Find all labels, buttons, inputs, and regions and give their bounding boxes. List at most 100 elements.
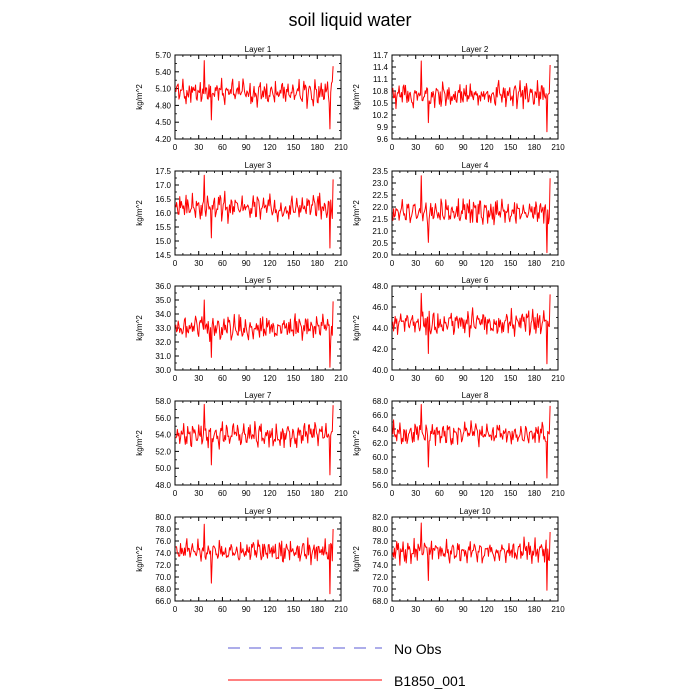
- x-tick-label: 90: [459, 374, 468, 383]
- y-tick-label: 66.0: [372, 411, 388, 420]
- x-tick-label: 30: [194, 143, 203, 152]
- y-tick-label: 11.7: [373, 51, 389, 60]
- x-tick-label: 210: [551, 143, 565, 152]
- y-axis-label: kg/m^2: [135, 430, 144, 456]
- x-tick-label: 0: [173, 605, 178, 614]
- panel-layer-9: Layer 9 0 30 60 90 120 150 180 210 66.0 68.0 70.0 72…: [135, 507, 348, 614]
- x-tick-label: 150: [287, 259, 301, 268]
- x-tick-label: 150: [504, 605, 518, 614]
- y-tick-label: 70.0: [372, 585, 388, 594]
- y-tick-label: 64.0: [372, 425, 388, 434]
- x-tick-label: 120: [263, 489, 277, 498]
- x-tick-label: 120: [263, 143, 277, 152]
- x-tick-label: 210: [334, 605, 348, 614]
- y-tick-label: 52.0: [155, 447, 171, 456]
- x-tick-label: 60: [218, 605, 227, 614]
- y-tick-label: 21.0: [372, 227, 388, 236]
- y-tick-label: 35.0: [155, 296, 171, 305]
- y-tick-label: 10.5: [372, 99, 388, 108]
- x-tick-label: 150: [504, 489, 518, 498]
- panel-layer-3: Layer 3 0 30 60 90 120 150 180 210 14.5 15.0 15.5 16…: [135, 161, 348, 268]
- y-axis-label: kg/m^2: [352, 200, 361, 226]
- x-tick-label: 30: [411, 374, 420, 383]
- x-tick-label: 30: [411, 259, 420, 268]
- x-tick-label: 120: [480, 143, 494, 152]
- y-tick-label: 48.0: [155, 481, 171, 490]
- y-axis-label: kg/m^2: [135, 546, 144, 572]
- panel-title: Layer 5: [245, 276, 272, 285]
- panel-layer-5: Layer 5 0 30 60 90 120 150 180 210 30.0 31.0 32.0 33…: [135, 276, 348, 383]
- x-tick-label: 90: [459, 605, 468, 614]
- x-tick-label: 150: [504, 143, 518, 152]
- y-tick-label: 44.0: [372, 324, 388, 333]
- x-tick-label: 180: [528, 489, 542, 498]
- x-tick-label: 90: [459, 489, 468, 498]
- x-tick-label: 0: [173, 489, 178, 498]
- x-tick-label: 0: [390, 259, 395, 268]
- y-tick-label: 60.0: [372, 453, 388, 462]
- x-tick-label: 180: [311, 374, 325, 383]
- y-axis-label: kg/m^2: [135, 315, 144, 341]
- y-axis-label: kg/m^2: [352, 430, 361, 456]
- series-line-b1850: [392, 175, 551, 254]
- y-tick-label: 70.0: [155, 573, 171, 582]
- x-tick-label: 30: [411, 489, 420, 498]
- panel-title: Layer 8: [462, 391, 489, 400]
- y-tick-label: 33.0: [155, 324, 171, 333]
- y-tick-label: 56.0: [155, 414, 171, 423]
- panel-layer-8: Layer 8 0 30 60 90 120 150 180 210 56.0 58.0 60.0 62…: [352, 391, 565, 498]
- y-tick-label: 17.5: [155, 167, 171, 176]
- x-tick-label: 0: [173, 143, 178, 152]
- x-tick-label: 180: [528, 259, 542, 268]
- x-tick-label: 60: [435, 605, 444, 614]
- y-tick-label: 78.0: [372, 537, 388, 546]
- panel-frame: [174, 516, 342, 602]
- x-tick-label: 120: [263, 605, 277, 614]
- x-tick-label: 60: [435, 489, 444, 498]
- x-tick-label: 120: [263, 259, 277, 268]
- x-tick-label: 120: [480, 489, 494, 498]
- y-axis-label: kg/m^2: [352, 546, 361, 572]
- y-tick-label: 4.20: [155, 135, 171, 144]
- y-tick-label: 23.0: [372, 179, 388, 188]
- panel-title: Layer 1: [245, 45, 272, 54]
- x-tick-label: 60: [435, 143, 444, 152]
- series-line-b1850: [175, 523, 334, 595]
- y-tick-label: 58.0: [155, 397, 171, 406]
- y-tick-label: 14.5: [155, 251, 171, 260]
- y-tick-label: 15.0: [155, 237, 171, 246]
- panel-layer-10: Layer 10 0 30 60 90 120 150 180 210 68.0 70.0 72.0 7…: [352, 507, 565, 614]
- panel-frame: [391, 170, 559, 256]
- y-tick-label: 10.8: [372, 87, 388, 96]
- panel-title: Layer 10: [459, 507, 491, 516]
- y-tick-label: 23.5: [372, 167, 388, 176]
- series-line-b1850: [175, 403, 334, 476]
- y-tick-label: 80.0: [372, 525, 388, 534]
- x-tick-label: 60: [218, 259, 227, 268]
- panel-title: Layer 6: [462, 276, 489, 285]
- y-tick-label: 20.5: [372, 239, 388, 248]
- x-tick-label: 210: [551, 374, 565, 383]
- x-tick-label: 60: [218, 489, 227, 498]
- x-tick-label: 180: [311, 489, 325, 498]
- y-tick-label: 15.5: [155, 223, 171, 232]
- series-line-b1850: [175, 60, 334, 130]
- series-line-b1850: [392, 522, 551, 591]
- y-tick-label: 56.0: [372, 481, 388, 490]
- panel-layer-1: Layer 1 0 30 60 90 120 150 180 210 4.20 4.50 4.80 5.…: [135, 45, 348, 152]
- panel-frame: [391, 400, 559, 486]
- x-tick-label: 30: [411, 605, 420, 614]
- panel-title: Layer 9: [245, 507, 272, 516]
- x-tick-label: 90: [242, 374, 251, 383]
- panel-layer-6: Layer 6 0 30 60 90 120 150 180 210 40.0 42.0 44.0 46…: [352, 276, 565, 383]
- y-tick-label: 30.0: [155, 366, 171, 375]
- x-tick-label: 120: [480, 605, 494, 614]
- x-tick-label: 180: [311, 605, 325, 614]
- x-tick-label: 0: [173, 374, 178, 383]
- panel-layer-7: Layer 7 0 30 60 90 120 150 180 210 48.0 50.0 52.0 54…: [135, 391, 348, 498]
- y-tick-label: 11.4: [373, 63, 389, 72]
- x-tick-label: 210: [551, 605, 565, 614]
- y-tick-label: 82.0: [372, 513, 388, 522]
- panel-title: Layer 2: [462, 45, 489, 54]
- x-tick-label: 90: [242, 143, 251, 152]
